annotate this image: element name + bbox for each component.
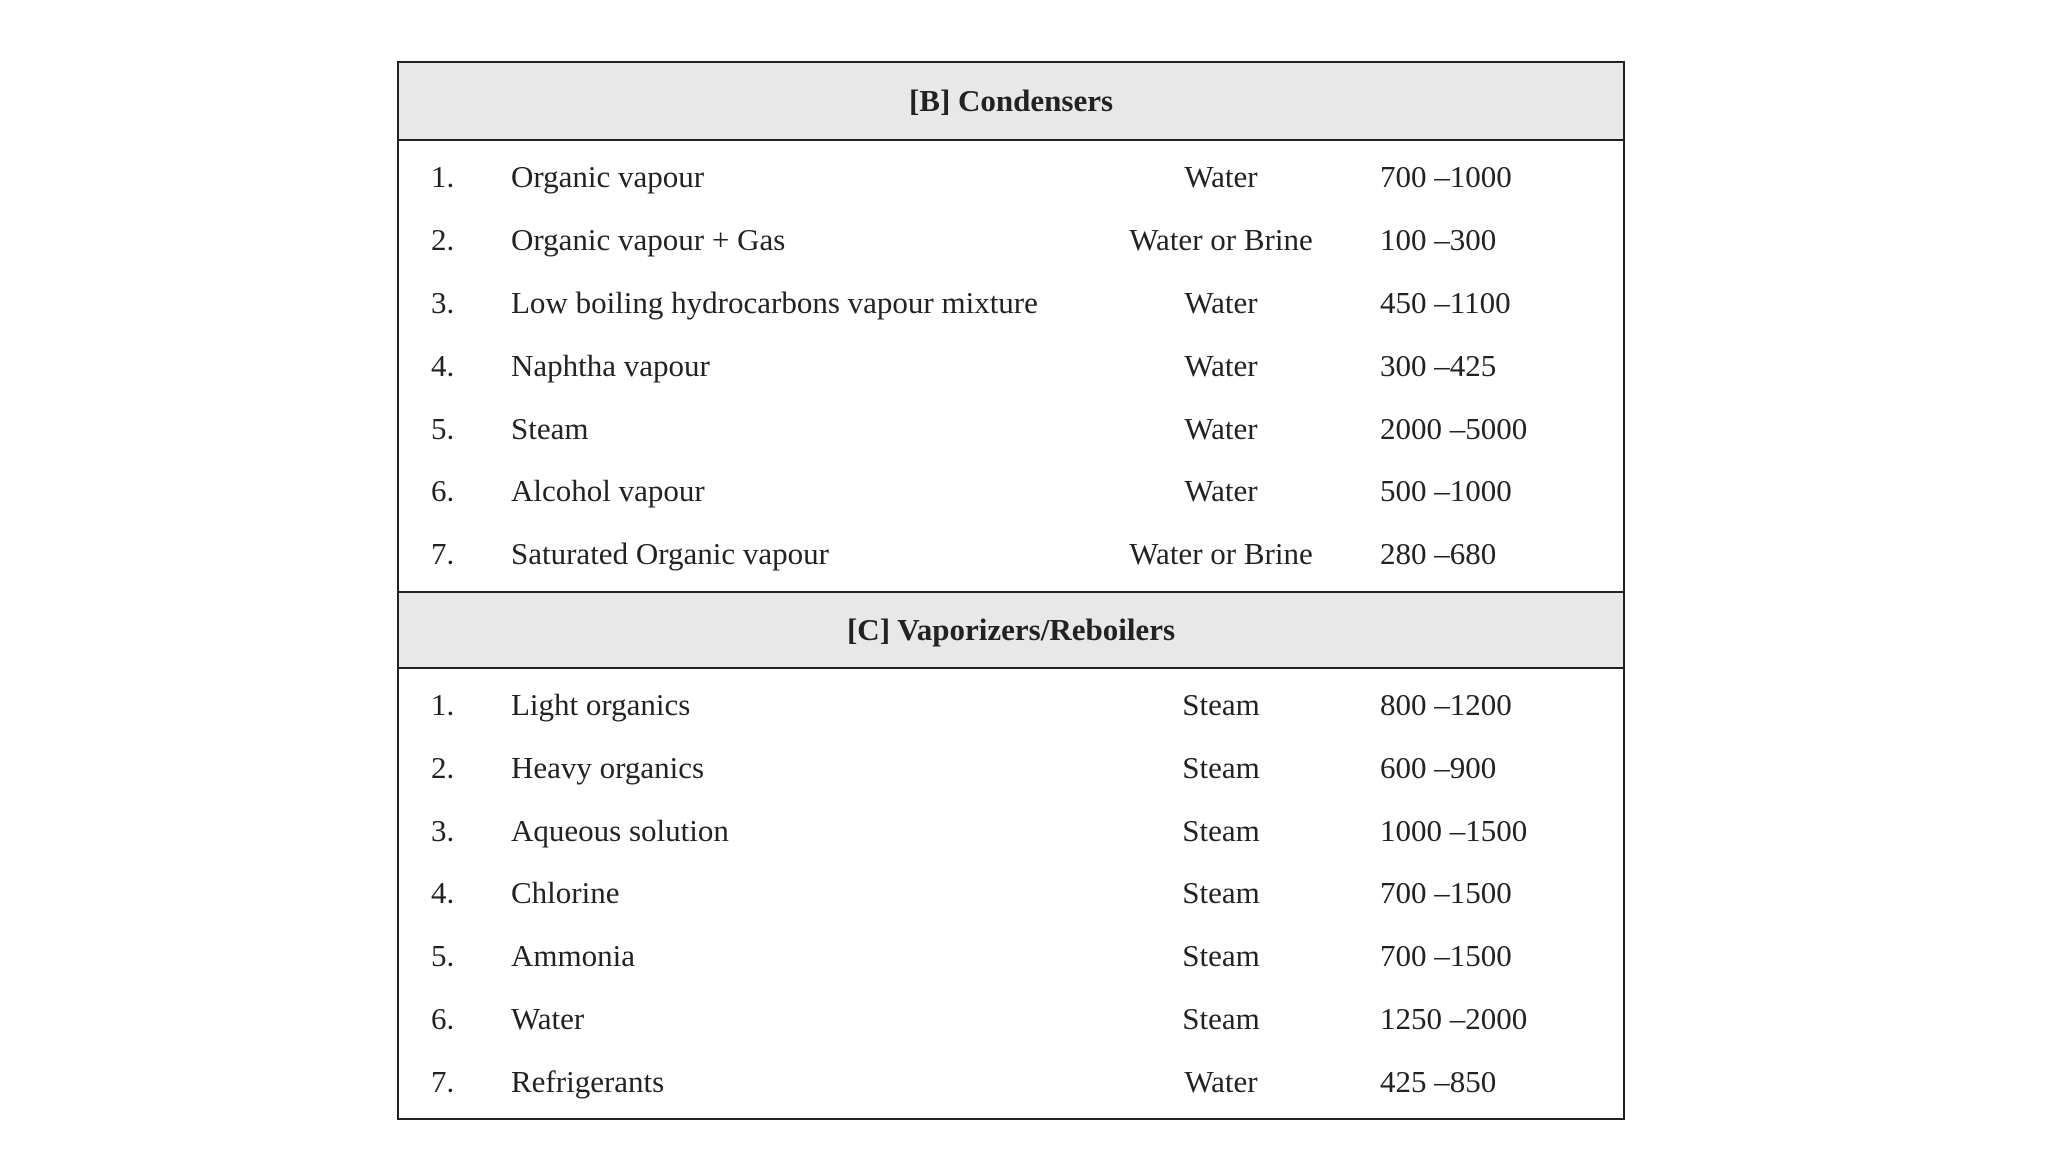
row-description: Light organics: [511, 686, 691, 722]
row-medium: Water: [1184, 347, 1258, 383]
row-number: 5.: [431, 410, 455, 446]
row-value-range: 700 –1500: [1380, 938, 1512, 974]
section-rows-vaporizers: 1. Light organics Steam 800 –1200 2. Heavy or…: [399, 669, 1623, 1119]
row-number: 7.: [431, 1063, 455, 1099]
section-rows-condensers: 1. Organic vapour Water 700 –1000 2. Organic …: [399, 141, 1623, 591]
row-medium: Steam: [1182, 686, 1260, 722]
row-number: 6.: [431, 473, 455, 509]
table-row: 2. Heavy organics Steam 600 –900: [399, 736, 1623, 799]
row-medium: Water: [1184, 410, 1258, 446]
row-number: 5.: [431, 938, 455, 974]
table-row: 2. Organic vapour + Gas Water or Brine 100 …: [399, 209, 1623, 272]
row-number: 2.: [431, 749, 455, 785]
table-row: 5. Ammonia Steam 700 –1500: [399, 925, 1623, 988]
row-description: Saturated Organic vapour: [511, 536, 829, 572]
row-medium: Steam: [1182, 1000, 1260, 1036]
table-row: 3. Aqueous solution Steam 1000 –1500: [399, 799, 1623, 862]
row-description: Organic vapour + Gas: [511, 222, 786, 258]
row-value-range: 600 –900: [1380, 749, 1497, 785]
row-medium: Water or Brine: [1129, 222, 1313, 258]
row-medium: Water: [1184, 473, 1258, 509]
row-medium: Steam: [1182, 749, 1260, 785]
row-value-range: 700 –1500: [1380, 875, 1512, 911]
row-number: 7.: [431, 536, 455, 572]
row-value-range: 800 –1200: [1380, 686, 1512, 722]
row-medium: Water: [1184, 159, 1258, 195]
row-medium: Water or Brine: [1129, 536, 1313, 572]
row-number: 3.: [431, 284, 455, 320]
row-value-range: 450 –1100: [1380, 284, 1511, 320]
row-value-range: 100 –300: [1380, 222, 1497, 258]
row-value-range: 300 –425: [1380, 347, 1497, 383]
row-medium: Steam: [1182, 875, 1260, 911]
row-description: Alcohol vapour: [511, 473, 705, 509]
row-description: Chlorine: [511, 875, 620, 911]
row-number: 3.: [431, 812, 455, 848]
row-value-range: 500 –1000: [1380, 473, 1512, 509]
table-row: 7. Saturated Organic vapour Water or Brine…: [399, 523, 1623, 586]
table-row: 1. Light organics Steam 800 –1200: [399, 674, 1623, 737]
row-number: 4.: [431, 347, 455, 383]
row-number: 1.: [431, 686, 455, 722]
row-description: Ammonia: [511, 938, 635, 974]
row-description: Organic vapour: [511, 159, 705, 195]
row-medium: Water: [1184, 284, 1258, 320]
row-description: Water: [511, 1000, 585, 1036]
row-number: 4.: [431, 875, 455, 911]
row-medium: Steam: [1182, 938, 1260, 974]
table-row: 5. Steam Water 2000 –5000: [399, 397, 1623, 460]
row-value-range: 700 –1000: [1380, 159, 1512, 195]
row-description: Aqueous solution: [511, 812, 729, 848]
section-header-vaporizers: [C] Vaporizers/Reboilers: [399, 590, 1623, 669]
row-number: 1.: [431, 159, 455, 195]
row-value-range: 1250 –2000: [1380, 1000, 1528, 1036]
row-medium: Steam: [1182, 812, 1260, 848]
row-description: Steam: [511, 410, 589, 446]
row-value-range: 1000 –1500: [1380, 812, 1528, 848]
table-row: 4. Naphtha vapour Water 300 –425: [399, 334, 1623, 397]
row-value-range: 2000 –5000: [1380, 410, 1528, 446]
row-number: 2.: [431, 222, 455, 258]
table-row: 3. Low boiling hydrocarbons vapour mixtur…: [399, 272, 1623, 335]
section-title: [B] Condensers: [908, 83, 1114, 118]
row-medium: Water: [1184, 1063, 1258, 1099]
row-description: Heavy organics: [511, 749, 705, 785]
table-row: 6. Water Steam 1250 –2000: [399, 988, 1623, 1051]
section-header-condensers: [B] Condensers: [399, 63, 1623, 141]
table-row: 4. Chlorine Steam 700 –1500: [399, 862, 1623, 925]
row-value-range: 425 –850: [1380, 1063, 1497, 1099]
row-description: Naphtha vapour: [511, 347, 710, 383]
section-title: [C] Vaporizers/Reboilers: [846, 611, 1176, 647]
table-row: 7. Refrigerants Water 425 –850: [399, 1050, 1623, 1113]
table-row: 6. Alcohol vapour Water 500 –1000: [399, 460, 1623, 523]
row-number: 6.: [431, 1000, 455, 1036]
row-description: Low boiling hydrocarbons vapour mixture: [511, 284, 1038, 320]
data-table: [B] Condensers 1. Organic vapour Water 700 …: [397, 61, 1625, 1121]
row-value-range: 280 –680: [1380, 536, 1497, 572]
row-description: Refrigerants: [511, 1063, 665, 1099]
table-row: 1. Organic vapour Water 700 –1000: [399, 146, 1623, 209]
